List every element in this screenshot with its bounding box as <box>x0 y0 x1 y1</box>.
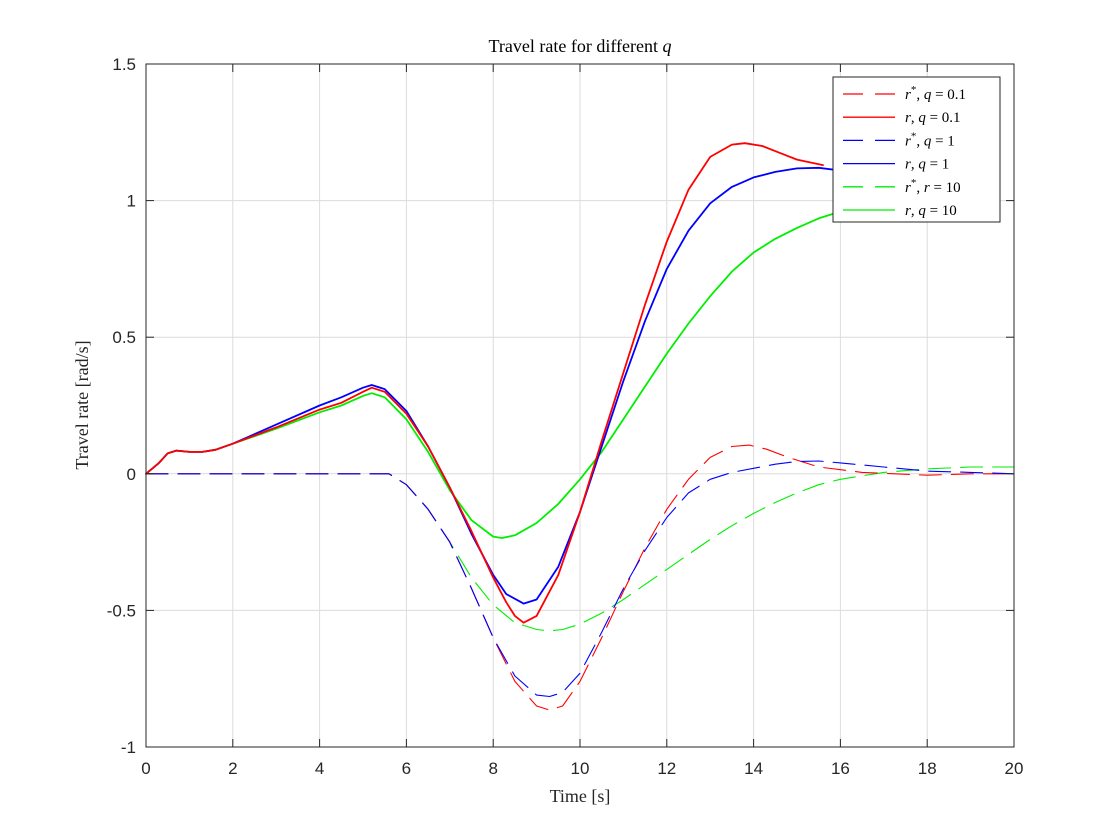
legend-label: r, q = 1 <box>905 157 949 173</box>
y-tick-label: 1.5 <box>112 55 136 74</box>
series-lines <box>145 142 1015 711</box>
x-tick-label: 10 <box>571 759 590 778</box>
chart-title: Travel rate for different q <box>489 36 672 56</box>
legend-label: r, q = 0.1 <box>905 110 961 126</box>
x-tick-label: 20 <box>1005 759 1024 778</box>
x-tick-label: 8 <box>488 759 497 778</box>
y-tick-label: -0.5 <box>107 601 136 620</box>
legend-box <box>832 76 1001 223</box>
x-axis-label: Time [s] <box>550 786 611 806</box>
x-tick-label: 18 <box>918 759 937 778</box>
series-line-ref-2 <box>145 460 1015 698</box>
y-tick-label: 0.5 <box>112 328 136 347</box>
axis-ticks <box>145 63 1015 748</box>
legend: r*, q = 0.1 r, q = 0.1 r*, q = 1 r, q = 1 r*… <box>832 76 1001 223</box>
y-tick-labels: -1 -0.5 0 0.5 1 1.5 <box>107 55 136 757</box>
y-axis-label: Travel rate [rad/s] <box>72 340 92 469</box>
x-tick-labels: 0 2 4 6 8 10 12 14 16 18 20 <box>141 759 1023 778</box>
chart-title-variable: q <box>662 36 671 56</box>
x-tick-label: 4 <box>315 759 324 778</box>
x-tick-label: 14 <box>744 759 763 778</box>
x-tick-label: 2 <box>228 759 237 778</box>
y-tick-label: 1 <box>127 192 136 211</box>
series-line-ref-0 <box>145 444 1015 711</box>
legend-items: r*, q = 0.1 r, q = 0.1 r*, q = 1 r, q = 1 r*… <box>843 84 966 219</box>
x-tick-label: 0 <box>141 759 150 778</box>
y-tick-label: -1 <box>121 738 136 757</box>
x-tick-label: 16 <box>831 759 850 778</box>
series-line-meas-1 <box>145 142 824 624</box>
legend-label: r*, q = 0.1 <box>905 84 966 103</box>
legend-label: r, q = 10 <box>905 203 957 219</box>
legend-label: r*, q = 1 <box>905 130 955 149</box>
chart-title-prefix: Travel rate for different <box>489 36 663 56</box>
y-tick-label: 0 <box>127 465 136 484</box>
x-tick-label: 6 <box>402 759 411 778</box>
x-tick-label: 12 <box>657 759 676 778</box>
legend-label: r*, r = 10 <box>905 177 961 196</box>
